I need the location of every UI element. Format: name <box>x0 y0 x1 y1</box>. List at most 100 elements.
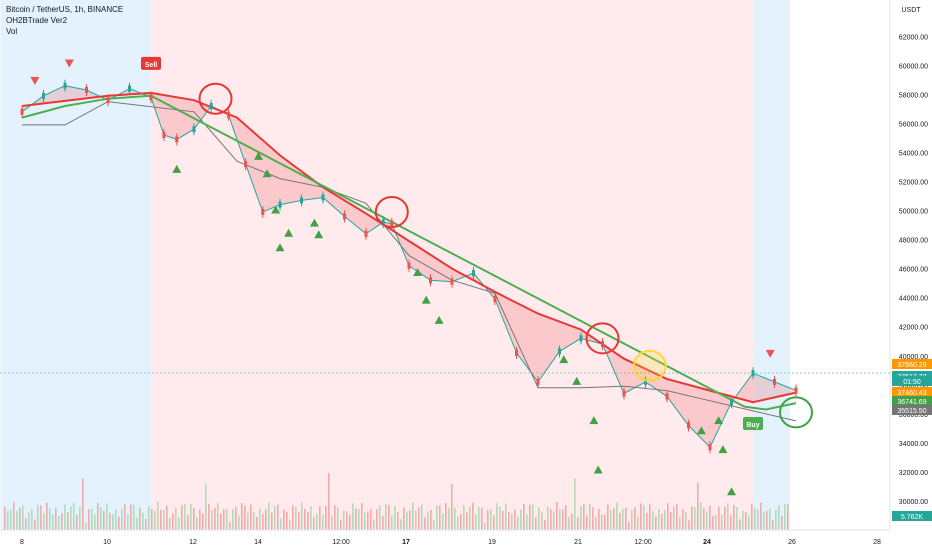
volume-bar <box>88 509 90 530</box>
volume-bar <box>319 506 321 530</box>
signal-sell: Sell <box>141 56 161 70</box>
candle-body <box>794 387 798 394</box>
volume-bar <box>166 505 168 530</box>
buy-triangle-marker <box>284 228 294 237</box>
price-axis-bg <box>890 0 932 550</box>
volume-bar <box>493 515 495 530</box>
volume-bar <box>679 517 681 530</box>
candle-body <box>364 230 368 237</box>
volume-bar <box>487 510 489 530</box>
volume-bar <box>118 516 120 530</box>
volume-bar <box>91 508 93 530</box>
volume-bar <box>412 502 414 530</box>
volume-bar <box>49 508 51 530</box>
price-tag <box>892 387 932 397</box>
volume-bar <box>16 511 18 530</box>
volume-bar <box>580 505 582 530</box>
volume-bar <box>766 510 768 530</box>
volume-bar <box>697 482 699 530</box>
volume-bar <box>253 512 255 530</box>
volume-bar <box>46 502 48 530</box>
legend-symbol[interactable]: Bitcoin / TetherUS, 1h, BINANCE <box>6 5 124 14</box>
volume-bar <box>163 509 165 530</box>
volume-bars <box>4 473 789 530</box>
volume-bar <box>592 507 594 530</box>
legend-indicator[interactable]: OH2BTrade Ver2 <box>6 16 68 25</box>
signal-buy: Buy <box>743 417 763 430</box>
volume-bar <box>625 507 627 530</box>
volume-bar <box>274 505 276 530</box>
volume-bar <box>781 516 783 530</box>
x-tick-label: 28 <box>873 539 881 546</box>
volume-bar <box>463 505 465 530</box>
candle-body <box>106 97 110 104</box>
volume-bar <box>481 507 483 530</box>
volume-bar <box>616 502 618 530</box>
volume-bar <box>709 505 711 530</box>
volume-bar <box>268 502 270 530</box>
candle-body <box>536 378 540 385</box>
volume-bar <box>184 504 186 530</box>
volume-bar <box>313 517 315 530</box>
y-tick-label: 48000.00 <box>899 238 928 245</box>
volume-bar <box>529 504 531 530</box>
volume-bar <box>334 505 336 530</box>
volume-bar <box>559 509 561 530</box>
candle-body <box>579 335 583 342</box>
volume-bar <box>322 514 324 530</box>
volume-bar <box>445 502 447 530</box>
volume-bar <box>172 513 174 530</box>
volume-bar <box>388 504 390 530</box>
volume-bar <box>298 511 300 530</box>
volume-bar <box>13 502 15 530</box>
volume-bar <box>28 512 30 530</box>
volume-bar <box>85 522 87 530</box>
volume-bar <box>484 522 486 530</box>
volume-bar <box>721 514 723 530</box>
price-tag-label: 36741.69 <box>897 399 926 406</box>
volume-bar <box>568 516 570 530</box>
volume-bar <box>190 503 192 530</box>
volume-bar <box>358 509 360 530</box>
volume-bar <box>34 519 36 530</box>
volume-bar <box>607 504 609 530</box>
volume-bar <box>547 506 549 530</box>
volume-bar <box>205 483 207 530</box>
y-tick-label: 46000.00 <box>899 267 928 274</box>
volume-bar <box>76 514 78 530</box>
volume-bar <box>427 511 429 530</box>
volume-bar <box>637 516 639 530</box>
price-tag-label: 01:50 <box>903 379 921 386</box>
volume-bar <box>418 507 420 530</box>
volume-bar <box>769 508 771 530</box>
volume-bar <box>391 515 393 530</box>
volume-bar <box>583 504 585 530</box>
volume-bar <box>226 508 228 530</box>
volume-bar <box>310 506 312 530</box>
volume-bar <box>328 473 330 530</box>
volume-bar <box>691 506 693 530</box>
volume-bar <box>649 504 651 530</box>
volume-bar <box>148 506 150 530</box>
candle-body <box>558 348 561 355</box>
y-tick-label: 54000.00 <box>899 150 928 157</box>
volume-bar <box>262 513 264 530</box>
volume-bar <box>286 511 288 530</box>
candle-body <box>644 378 647 385</box>
volume-bar <box>115 509 117 530</box>
volume-bar <box>754 508 756 530</box>
volume-bar <box>385 503 387 530</box>
candle-body <box>515 349 518 356</box>
volume-bar <box>622 508 624 530</box>
candle-body <box>343 213 346 220</box>
volume-bar <box>61 513 63 530</box>
candle-body <box>20 108 24 115</box>
volume-bar <box>460 514 462 530</box>
buy-triangle-marker <box>559 355 569 364</box>
volume-bar <box>598 508 600 530</box>
volume-bar <box>361 502 363 530</box>
legend-volume[interactable]: Vol <box>6 27 18 36</box>
volume-bar <box>133 504 135 530</box>
